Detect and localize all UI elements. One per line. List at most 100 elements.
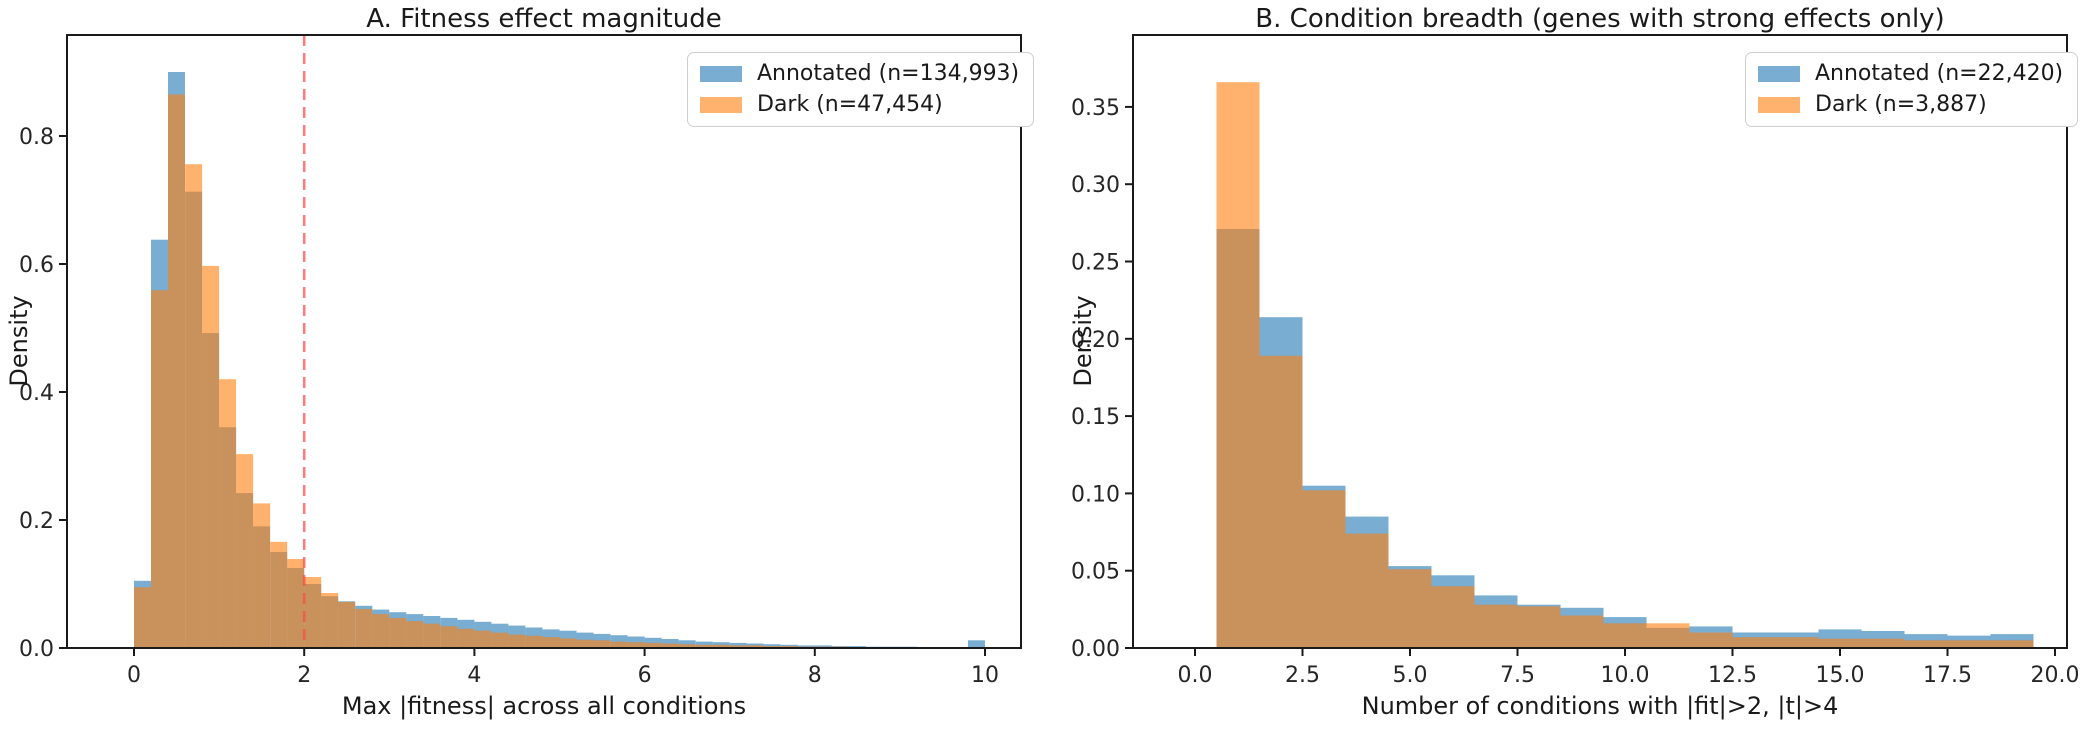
histogram-bar-dark	[1689, 632, 1733, 648]
histogram-bar-dark	[559, 638, 577, 648]
histogram-bar-dark	[355, 609, 373, 648]
histogram-bar-dark	[236, 454, 254, 648]
y-tick-label: 0.25	[1071, 251, 1120, 276]
histogram-bar-dark	[491, 632, 509, 648]
histogram-bar-dark	[678, 644, 696, 648]
histogram-bar-dark	[372, 614, 390, 648]
histogram-bar-dark	[1259, 355, 1303, 648]
histogram-bar-dark	[644, 642, 662, 648]
histogram-bar-dark	[508, 634, 526, 648]
histogram-bar-dark	[168, 94, 185, 648]
axes-spines	[1132, 34, 2068, 649]
histogram-bar-dark	[321, 593, 339, 648]
histogram-bar-dark	[1603, 623, 1647, 648]
panel-b-xlabel: Number of conditions with |fit|>2, |t|>4	[1361, 692, 1839, 720]
x-tick-label: 8	[808, 663, 822, 688]
x-tick-label: 0	[127, 663, 141, 688]
histogram-bar-dark	[440, 626, 458, 648]
histogram-bar-dark	[423, 623, 441, 648]
histogram-bar-dark	[1474, 604, 1518, 648]
histogram-bar-dark	[270, 541, 288, 648]
legend-item: Annotated (n=134,993)	[700, 61, 1019, 86]
y-tick-label: 0.4	[19, 381, 54, 406]
histogram-bar-dark	[661, 643, 679, 648]
histogram-bar-dark	[474, 630, 492, 648]
histogram-bar-dark	[151, 290, 168, 648]
histogram-bar-dark	[712, 644, 730, 648]
y-tick-label: 0.6	[19, 253, 54, 278]
histogram-bar-dark	[695, 644, 713, 648]
histogram-bar-dark	[729, 645, 747, 648]
y-tick-label: 0.2	[19, 509, 54, 534]
histogram-bar-dark	[202, 265, 220, 648]
histogram-bar-dark	[1818, 638, 1862, 648]
histogram-bar-dark	[1947, 640, 1991, 648]
x-tick-label: 15.0	[1816, 663, 1865, 688]
panel-a-ylabel: Density	[5, 295, 33, 387]
y-tick-label: 0.00	[1071, 637, 1120, 662]
panel-b-title: B. Condition breadth (genes with strong …	[1255, 4, 1945, 34]
histogram-bar-dark	[610, 641, 628, 648]
axes-spines	[66, 34, 1022, 649]
dark-swatch-icon	[700, 96, 742, 113]
histogram-bar-dark	[406, 621, 424, 648]
x-tick-label: 7.5	[1500, 663, 1535, 688]
x-tick-label: 10	[971, 663, 999, 688]
x-tick-label: 20.0	[2031, 663, 2080, 688]
histogram-bar-dark	[1216, 82, 1260, 648]
histogram-bar-dark	[304, 577, 322, 648]
legend-item: Dark (n=47,454)	[700, 92, 1019, 117]
histogram-bar-dark	[525, 635, 543, 648]
dark-swatch-icon	[1758, 96, 1800, 113]
histogram-bar-dark	[1302, 490, 1346, 648]
histogram-bar-dark	[1904, 640, 1948, 648]
x-tick-label: 5.0	[1393, 663, 1428, 688]
y-tick-label: 0.10	[1071, 482, 1120, 507]
legend-label: Annotated (n=22,420)	[1815, 61, 2064, 86]
histogram-bar-dark	[1431, 586, 1475, 648]
panel-a-xlabel: Max |fitness| across all conditions	[341, 692, 747, 720]
legend-item: Dark (n=3,887)	[1758, 92, 2063, 117]
x-tick-label: 6	[638, 663, 652, 688]
histogram-bar-annotated	[968, 640, 985, 648]
panel-b-ylabel: Density	[1069, 295, 1097, 387]
legend-label: Annotated (n=134,993)	[757, 61, 1020, 86]
annotated-swatch-icon	[1758, 65, 1800, 82]
histogram-bar-dark	[287, 559, 305, 648]
histogram-bar-dark	[185, 164, 203, 648]
x-tick-label: 17.5	[1923, 663, 1972, 688]
panel-b-legend: Annotated (n=22,420) Dark (n=3,887)	[1745, 52, 2079, 127]
x-tick-label: 2.5	[1285, 663, 1320, 688]
y-tick-label: 0.05	[1071, 560, 1120, 585]
histogram-bar-dark	[457, 628, 475, 648]
y-tick-label: 0.30	[1071, 173, 1120, 198]
histogram-bar-dark	[1732, 637, 1776, 648]
histogram-bar-dark	[593, 640, 611, 648]
x-tick-label: 10.0	[1601, 663, 1650, 688]
histogram-bar-dark	[627, 642, 645, 648]
histogram-bar-dark	[1560, 615, 1604, 648]
histogram-bar-dark	[542, 637, 560, 648]
x-tick-label: 12.5	[1708, 663, 1757, 688]
y-tick-label: 0.8	[19, 125, 54, 150]
legend-label: Dark (n=47,454)	[757, 92, 943, 117]
panel-a-title: A. Fitness effect magnitude	[366, 4, 722, 34]
histogram-bar-dark	[746, 645, 764, 648]
histogram-bar-annotated	[678, 640, 696, 648]
y-tick-label: 0.15	[1071, 405, 1120, 430]
annotated-swatch-icon	[700, 65, 742, 82]
histogram-bar-dark	[1861, 638, 1905, 648]
histogram-bar-dark	[253, 503, 271, 648]
histogram-bar-dark	[1646, 623, 1690, 648]
panel-a-legend: Annotated (n=134,993) Dark (n=47,454)	[687, 52, 1035, 127]
histogram-bar-dark	[1990, 640, 2034, 648]
histogram-bar-dark	[389, 617, 407, 648]
x-tick-label: 4	[467, 663, 481, 688]
legend-item: Annotated (n=22,420)	[1758, 61, 2063, 86]
histogram-bar-dark	[1775, 637, 1819, 648]
x-tick-label: 2	[297, 663, 311, 688]
histogram-bar-dark	[1517, 606, 1561, 648]
histogram-bar-dark	[338, 601, 356, 648]
